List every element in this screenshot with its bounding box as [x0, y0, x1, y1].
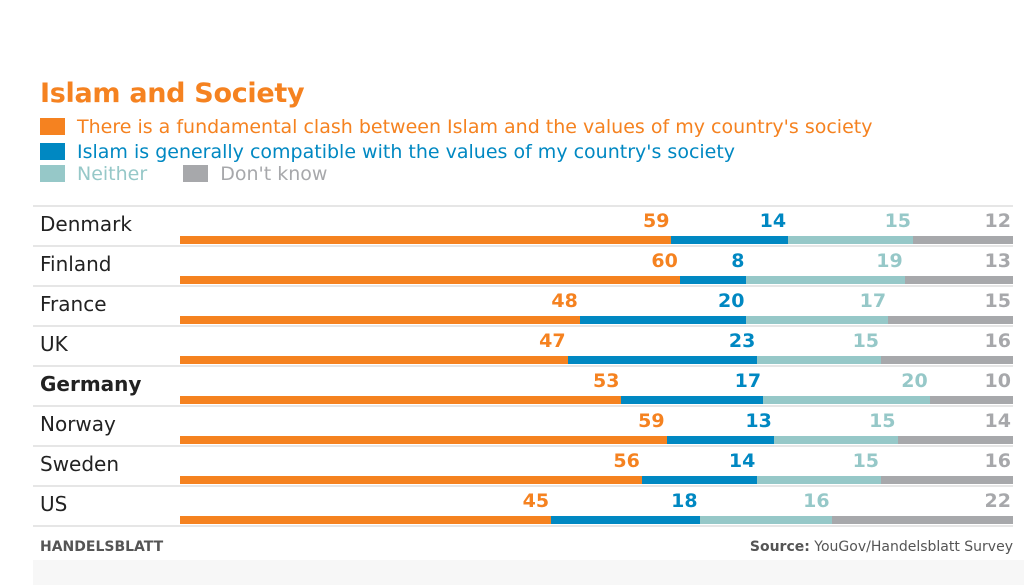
row-separator	[33, 405, 1013, 407]
row-separator	[33, 485, 1013, 487]
data-label: 20	[717, 290, 745, 312]
bar-segment	[551, 516, 700, 524]
bar-segment	[929, 396, 1013, 404]
data-label: 59	[643, 210, 670, 232]
bar-segment	[746, 276, 905, 284]
data-label: 59	[638, 410, 665, 432]
data-label: 15	[852, 450, 880, 472]
bar-segment	[666, 436, 774, 444]
data-label: 45	[522, 490, 550, 512]
data-label: 13	[984, 250, 1011, 272]
legend-label: There is a fundamental clash between Isl…	[77, 116, 873, 138]
data-label: 48	[551, 290, 578, 312]
data-label: 18	[671, 490, 698, 512]
legend-swatch	[40, 143, 65, 160]
data-label: 17	[859, 290, 887, 312]
category-label: Denmark	[40, 212, 132, 236]
legend-clash: There is a fundamental clash between Isl…	[40, 116, 872, 138]
data-label: 19	[876, 250, 903, 272]
data-label: 12	[984, 210, 1011, 232]
brand-logo: HANDELSBLATT	[40, 539, 164, 555]
bar-segment	[773, 436, 898, 444]
bar-segment	[746, 316, 889, 324]
bar-segment	[897, 436, 1013, 444]
bar-segment	[641, 476, 758, 484]
legend-compatible: Islam is generally compatible with the v…	[40, 141, 735, 163]
source-text: YouGov/Handelsblatt Survey	[809, 539, 1013, 555]
bar-segment	[831, 516, 1013, 524]
data-label: 13	[745, 410, 772, 432]
data-label: 16	[984, 330, 1011, 352]
data-label: 10	[984, 370, 1011, 392]
data-label: 60	[651, 250, 678, 272]
legend-neither: Neither Don't know	[40, 163, 327, 185]
bar-segment	[579, 316, 747, 324]
row-separator	[33, 445, 1013, 447]
bar-segment	[757, 356, 882, 364]
data-label: 16	[984, 450, 1011, 472]
bar-segment	[180, 236, 672, 244]
data-label: 53	[593, 370, 620, 392]
bar-segment	[679, 276, 747, 284]
category-label: France	[40, 292, 107, 316]
bar-segment	[881, 476, 1013, 484]
legend-label: Don't know	[220, 163, 328, 185]
data-label: 15	[884, 210, 912, 232]
legend-swatch	[183, 165, 209, 182]
bar-segment	[180, 396, 622, 404]
data-label: 14	[984, 410, 1011, 432]
data-label: 15	[852, 330, 880, 352]
row-separator	[33, 325, 1013, 327]
category-label: Germany	[40, 372, 142, 396]
bar-segment	[913, 236, 1013, 244]
legend-swatch	[40, 118, 65, 135]
data-label: 14	[728, 450, 756, 472]
data-label: 22	[984, 490, 1011, 512]
bar-segment	[763, 396, 930, 404]
bar-segment	[567, 356, 758, 364]
bar-segment	[788, 236, 914, 244]
bar-segment	[180, 476, 642, 484]
bar-segment	[180, 436, 667, 444]
data-label: 23	[728, 330, 756, 352]
row-separator	[33, 365, 1013, 367]
bar-segment	[757, 476, 882, 484]
bar-segment	[180, 516, 552, 524]
data-label: 16	[803, 490, 830, 512]
data-label: 56	[613, 450, 640, 472]
data-label: 15	[984, 290, 1011, 312]
bar-segment	[888, 316, 1013, 324]
category-label: US	[40, 492, 68, 516]
legend-swatch	[40, 165, 65, 182]
chart-title: Islam and Society	[40, 78, 305, 109]
data-label: 17	[734, 370, 762, 392]
bar-segment	[180, 316, 580, 324]
chart-card: Islam and Society There is a fundamental…	[33, 72, 1020, 560]
row-separator	[33, 245, 1013, 247]
category-label: Norway	[40, 412, 116, 436]
data-label: 20	[901, 370, 928, 392]
bar-segment	[180, 276, 680, 284]
category-label: Sweden	[40, 452, 120, 476]
data-label: 8	[731, 250, 745, 272]
category-label: Finland	[40, 252, 112, 276]
bar-segment	[699, 516, 832, 524]
legend-label: Islam is generally compatible with the v…	[77, 141, 736, 163]
row-separator	[33, 525, 1013, 527]
bar-segment	[621, 396, 764, 404]
bar-segment	[904, 276, 1013, 284]
data-label: 15	[869, 410, 896, 432]
page-bottom	[33, 560, 1024, 585]
bar-segment	[180, 356, 568, 364]
data-label: 14	[759, 210, 787, 232]
source-label: Source:	[749, 539, 810, 555]
source-note: Source: YouGov/Handelsblatt Survey	[750, 539, 1013, 555]
bar-segment	[881, 356, 1013, 364]
row-separator	[33, 285, 1013, 287]
data-label: 47	[539, 330, 566, 352]
row-separator	[33, 205, 1013, 207]
bar-segment	[671, 236, 789, 244]
legend-label: Neither	[77, 163, 148, 185]
category-label: UK	[40, 332, 68, 356]
